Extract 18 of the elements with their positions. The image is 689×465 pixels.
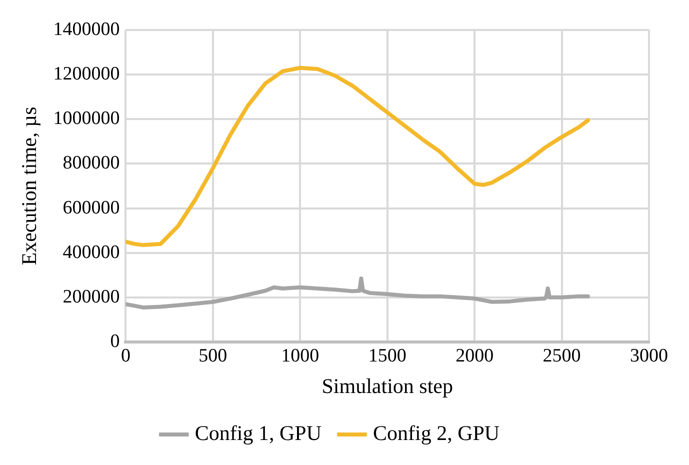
legend-label: Config 1, GPU: [194, 421, 322, 446]
y-tick-label: 800000: [62, 152, 120, 174]
x-axis-title: Simulation step: [322, 374, 453, 398]
y-tick-label: 400000: [62, 242, 120, 263]
legend-label: Config 2, GPU: [373, 421, 500, 446]
x-tick-label: 3000: [630, 345, 668, 366]
y-tick-label: 1000000: [53, 108, 120, 130]
x-tick-label: 1000: [281, 345, 320, 366]
x-tick-label: 1500: [368, 345, 406, 366]
y-tick-label: 1200000: [53, 64, 120, 85]
y-axis-title: Execution time, µs: [17, 106, 42, 266]
x-tick-label: 500: [198, 345, 228, 366]
x-tick-label: 2500: [542, 345, 581, 366]
y-tick-label: 1400000: [53, 18, 120, 40]
y-tick-label: 200000: [62, 286, 120, 308]
y-tick-label: 0: [110, 330, 120, 352]
x-tick-label: 2000: [456, 345, 494, 366]
y-tick-label: 600000: [62, 197, 120, 218]
